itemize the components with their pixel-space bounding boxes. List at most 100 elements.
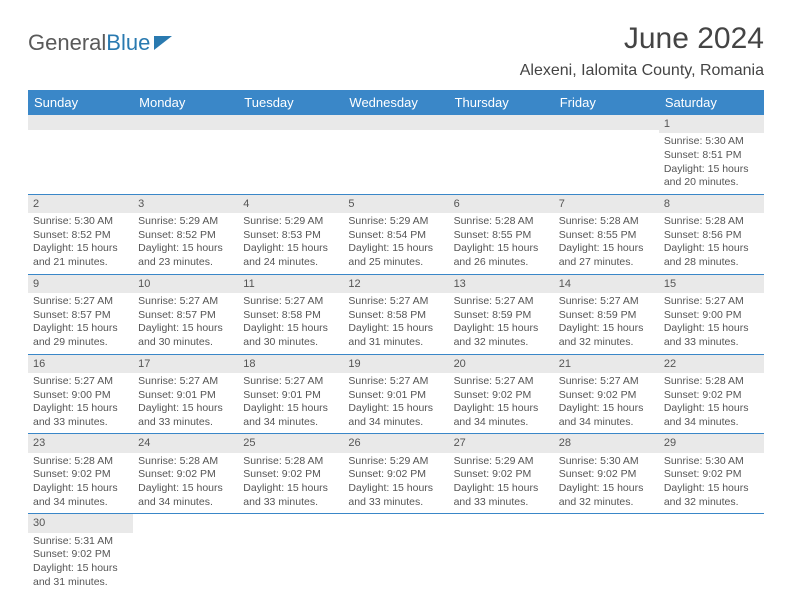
day-number: 12 bbox=[343, 275, 448, 293]
daylight-text: Daylight: 15 hours and 21 minutes. bbox=[33, 242, 128, 269]
sunset-text: Sunset: 8:58 PM bbox=[243, 309, 338, 323]
day-number-bar bbox=[238, 115, 343, 130]
sunset-text: Sunset: 8:52 PM bbox=[33, 229, 128, 243]
day-number: 15 bbox=[659, 275, 764, 293]
daylight-text: Daylight: 15 hours and 29 minutes. bbox=[33, 322, 128, 349]
daylight-text: Daylight: 15 hours and 32 minutes. bbox=[559, 322, 654, 349]
day-details: Sunrise: 5:30 AMSunset: 9:02 PMDaylight:… bbox=[659, 453, 764, 514]
calendar-cell: 5Sunrise: 5:29 AMSunset: 8:54 PMDaylight… bbox=[343, 194, 448, 274]
sunrise-text: Sunrise: 5:27 AM bbox=[559, 375, 654, 389]
calendar-cell: 30Sunrise: 5:31 AMSunset: 9:02 PMDayligh… bbox=[28, 514, 133, 593]
sunset-text: Sunset: 9:02 PM bbox=[243, 468, 338, 482]
calendar-cell: 18Sunrise: 5:27 AMSunset: 9:01 PMDayligh… bbox=[238, 354, 343, 434]
sunrise-text: Sunrise: 5:28 AM bbox=[664, 215, 759, 229]
sunrise-text: Sunrise: 5:27 AM bbox=[454, 375, 549, 389]
calendar-table: Sunday Monday Tuesday Wednesday Thursday… bbox=[28, 90, 764, 593]
day-header-row: Sunday Monday Tuesday Wednesday Thursday… bbox=[28, 90, 764, 115]
calendar-cell: 8Sunrise: 5:28 AMSunset: 8:56 PMDaylight… bbox=[659, 194, 764, 274]
day-details: Sunrise: 5:27 AMSunset: 9:00 PMDaylight:… bbox=[28, 373, 133, 434]
daylight-text: Daylight: 15 hours and 31 minutes. bbox=[33, 562, 128, 589]
day-details: Sunrise: 5:29 AMSunset: 8:53 PMDaylight:… bbox=[238, 213, 343, 274]
day-details: Sunrise: 5:27 AMSunset: 9:02 PMDaylight:… bbox=[449, 373, 554, 434]
calendar-cell: 4Sunrise: 5:29 AMSunset: 8:53 PMDaylight… bbox=[238, 194, 343, 274]
day-number-bar bbox=[28, 115, 133, 130]
day-number: 25 bbox=[238, 434, 343, 452]
daylight-text: Daylight: 15 hours and 25 minutes. bbox=[348, 242, 443, 269]
daylight-text: Daylight: 15 hours and 32 minutes. bbox=[559, 482, 654, 509]
daylight-text: Daylight: 15 hours and 32 minutes. bbox=[664, 482, 759, 509]
sunrise-text: Sunrise: 5:27 AM bbox=[454, 295, 549, 309]
calendar-cell: 11Sunrise: 5:27 AMSunset: 8:58 PMDayligh… bbox=[238, 274, 343, 354]
day-details: Sunrise: 5:30 AMSunset: 8:52 PMDaylight:… bbox=[28, 213, 133, 274]
calendar-cell: 13Sunrise: 5:27 AMSunset: 8:59 PMDayligh… bbox=[449, 274, 554, 354]
day-details: Sunrise: 5:27 AMSunset: 9:01 PMDaylight:… bbox=[343, 373, 448, 434]
sunrise-text: Sunrise: 5:27 AM bbox=[243, 375, 338, 389]
sunset-text: Sunset: 8:57 PM bbox=[33, 309, 128, 323]
calendar-cell: 20Sunrise: 5:27 AMSunset: 9:02 PMDayligh… bbox=[449, 354, 554, 434]
sunset-text: Sunset: 9:02 PM bbox=[559, 468, 654, 482]
daylight-text: Daylight: 15 hours and 24 minutes. bbox=[243, 242, 338, 269]
sunrise-text: Sunrise: 5:27 AM bbox=[138, 375, 233, 389]
day-number: 27 bbox=[449, 434, 554, 452]
brand-name-part2: Blue bbox=[106, 30, 150, 56]
day-details: Sunrise: 5:28 AMSunset: 9:02 PMDaylight:… bbox=[659, 373, 764, 434]
day-number: 4 bbox=[238, 195, 343, 213]
day-details: Sunrise: 5:31 AMSunset: 9:02 PMDaylight:… bbox=[28, 533, 133, 594]
day-number: 26 bbox=[343, 434, 448, 452]
sunset-text: Sunset: 9:01 PM bbox=[243, 389, 338, 403]
calendar-cell: 19Sunrise: 5:27 AMSunset: 9:01 PMDayligh… bbox=[343, 354, 448, 434]
sunrise-text: Sunrise: 5:27 AM bbox=[559, 295, 654, 309]
day-details: Sunrise: 5:28 AMSunset: 9:02 PMDaylight:… bbox=[28, 453, 133, 514]
day-details: Sunrise: 5:29 AMSunset: 9:02 PMDaylight:… bbox=[449, 453, 554, 514]
sunrise-text: Sunrise: 5:29 AM bbox=[454, 455, 549, 469]
daylight-text: Daylight: 15 hours and 34 minutes. bbox=[243, 402, 338, 429]
sunrise-text: Sunrise: 5:28 AM bbox=[138, 455, 233, 469]
sunset-text: Sunset: 9:00 PM bbox=[33, 389, 128, 403]
calendar-cell: 2Sunrise: 5:30 AMSunset: 8:52 PMDaylight… bbox=[28, 194, 133, 274]
calendar-week-row: 1Sunrise: 5:30 AMSunset: 8:51 PMDaylight… bbox=[28, 115, 764, 194]
col-header: Tuesday bbox=[238, 90, 343, 115]
daylight-text: Daylight: 15 hours and 33 minutes. bbox=[243, 482, 338, 509]
daylight-text: Daylight: 15 hours and 33 minutes. bbox=[33, 402, 128, 429]
sunset-text: Sunset: 9:02 PM bbox=[454, 389, 549, 403]
sunset-text: Sunset: 9:02 PM bbox=[454, 468, 549, 482]
calendar-cell: 29Sunrise: 5:30 AMSunset: 9:02 PMDayligh… bbox=[659, 434, 764, 514]
calendar-cell: 12Sunrise: 5:27 AMSunset: 8:58 PMDayligh… bbox=[343, 274, 448, 354]
calendar-cell: 25Sunrise: 5:28 AMSunset: 9:02 PMDayligh… bbox=[238, 434, 343, 514]
day-details: Sunrise: 5:27 AMSunset: 8:59 PMDaylight:… bbox=[554, 293, 659, 354]
sunrise-text: Sunrise: 5:29 AM bbox=[243, 215, 338, 229]
calendar-cell: 27Sunrise: 5:29 AMSunset: 9:02 PMDayligh… bbox=[449, 434, 554, 514]
daylight-text: Daylight: 15 hours and 23 minutes. bbox=[138, 242, 233, 269]
sunrise-text: Sunrise: 5:27 AM bbox=[348, 375, 443, 389]
daylight-text: Daylight: 15 hours and 34 minutes. bbox=[664, 402, 759, 429]
sunset-text: Sunset: 9:02 PM bbox=[664, 389, 759, 403]
day-number: 11 bbox=[238, 275, 343, 293]
calendar-cell: 15Sunrise: 5:27 AMSunset: 9:00 PMDayligh… bbox=[659, 274, 764, 354]
day-number-bar bbox=[238, 514, 343, 529]
day-details: Sunrise: 5:29 AMSunset: 9:02 PMDaylight:… bbox=[343, 453, 448, 514]
daylight-text: Daylight: 15 hours and 33 minutes. bbox=[138, 402, 233, 429]
calendar-cell: 16Sunrise: 5:27 AMSunset: 9:00 PMDayligh… bbox=[28, 354, 133, 434]
calendar-cell bbox=[554, 115, 659, 194]
sunrise-text: Sunrise: 5:27 AM bbox=[33, 295, 128, 309]
day-details: Sunrise: 5:29 AMSunset: 8:52 PMDaylight:… bbox=[133, 213, 238, 274]
brand-name-part1: General bbox=[28, 30, 106, 56]
day-details: Sunrise: 5:28 AMSunset: 9:02 PMDaylight:… bbox=[133, 453, 238, 514]
calendar-cell bbox=[659, 514, 764, 593]
sunset-text: Sunset: 8:59 PM bbox=[454, 309, 549, 323]
col-header: Sunday bbox=[28, 90, 133, 115]
sunset-text: Sunset: 9:02 PM bbox=[559, 389, 654, 403]
month-title: June 2024 bbox=[520, 22, 764, 56]
day-number: 3 bbox=[133, 195, 238, 213]
day-details: Sunrise: 5:28 AMSunset: 9:02 PMDaylight:… bbox=[238, 453, 343, 514]
col-header: Saturday bbox=[659, 90, 764, 115]
sunrise-text: Sunrise: 5:27 AM bbox=[664, 295, 759, 309]
calendar-cell bbox=[554, 514, 659, 593]
day-number: 19 bbox=[343, 355, 448, 373]
sunset-text: Sunset: 8:51 PM bbox=[664, 149, 759, 163]
sunrise-text: Sunrise: 5:28 AM bbox=[559, 215, 654, 229]
sunrise-text: Sunrise: 5:29 AM bbox=[138, 215, 233, 229]
day-number: 22 bbox=[659, 355, 764, 373]
calendar-cell: 24Sunrise: 5:28 AMSunset: 9:02 PMDayligh… bbox=[133, 434, 238, 514]
sunset-text: Sunset: 9:02 PM bbox=[348, 468, 443, 482]
